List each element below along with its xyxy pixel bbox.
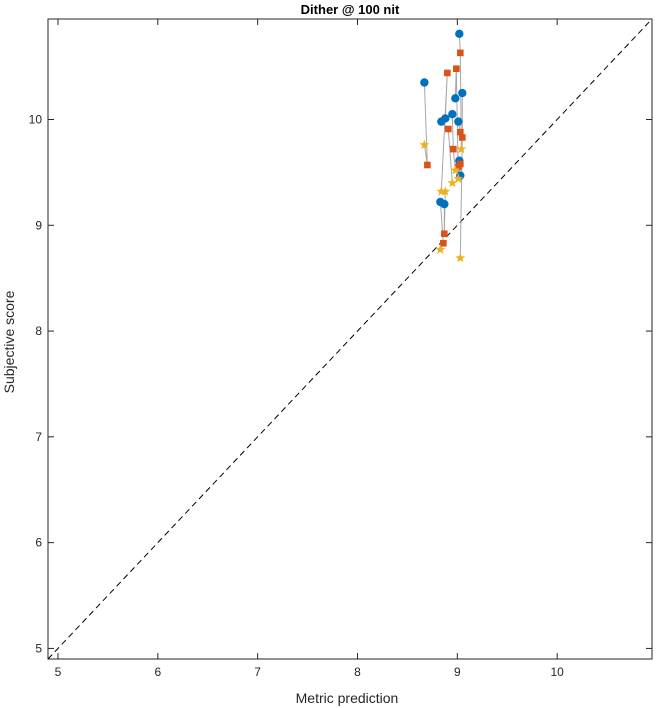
plot-area: 5 6 7 8 9 10 5 6 7 8 9 10 bbox=[29, 18, 653, 679]
data-point-circle bbox=[458, 88, 467, 98]
data-point-square bbox=[450, 145, 457, 153]
x-tick-label: 8 bbox=[354, 665, 361, 679]
y-tick-label: 6 bbox=[35, 536, 42, 550]
data-point-square bbox=[440, 239, 447, 247]
x-tick-label: 9 bbox=[454, 665, 461, 679]
data-point-circle bbox=[420, 78, 429, 87]
y-tick-label: 9 bbox=[35, 218, 42, 232]
y-tick-label: 8 bbox=[35, 324, 42, 338]
y-tick-label: 10 bbox=[29, 112, 43, 126]
data-point-circle bbox=[437, 117, 446, 126]
data-point-star bbox=[455, 252, 466, 263]
data-point-star bbox=[456, 143, 467, 154]
x-tick-label: 10 bbox=[550, 665, 564, 679]
x-axis-title: Metric prediction bbox=[296, 690, 399, 706]
y-tick-label: 5 bbox=[35, 641, 42, 655]
data-point-circle bbox=[451, 94, 460, 103]
x-tick-label: 6 bbox=[154, 665, 161, 679]
data-point-star bbox=[436, 186, 447, 196]
data-point-circle bbox=[454, 117, 463, 126]
data-point-circle bbox=[455, 29, 464, 39]
data-point-circle bbox=[448, 110, 457, 119]
data-point-circle bbox=[440, 199, 449, 209]
data-point-square bbox=[453, 65, 460, 73]
data-point-square bbox=[457, 128, 464, 136]
x-tick-label: 7 bbox=[254, 665, 261, 679]
data-point-square bbox=[424, 161, 431, 169]
data-point-square bbox=[459, 134, 466, 141]
data-point-star bbox=[450, 165, 461, 175]
data-point-square bbox=[445, 125, 452, 133]
x-tick-label: 5 bbox=[55, 665, 62, 679]
data-point-star bbox=[435, 244, 446, 254]
y-tick-label: 7 bbox=[35, 430, 42, 444]
data-point-star bbox=[440, 186, 451, 196]
data-point-square bbox=[455, 163, 462, 171]
data-point-star bbox=[447, 177, 458, 188]
data-point-square bbox=[444, 69, 451, 77]
data-point-square bbox=[441, 230, 448, 238]
axes-box bbox=[47, 18, 653, 660]
chart-title: Dither @ 100 nit bbox=[301, 2, 400, 17]
y-axis-title: Subjective score bbox=[1, 290, 17, 393]
data-point-star bbox=[419, 139, 430, 150]
data-point-square bbox=[457, 49, 464, 57]
data-point-star bbox=[453, 173, 464, 183]
reference-line bbox=[47, 18, 653, 660]
